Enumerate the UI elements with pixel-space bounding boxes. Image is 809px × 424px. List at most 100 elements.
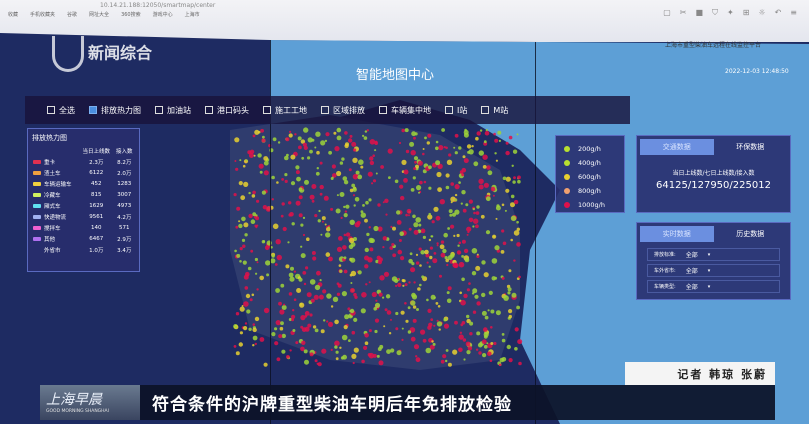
heat-point [342, 354, 347, 360]
heat-point [463, 358, 466, 361]
heat-point [360, 210, 364, 214]
checkbox-icon[interactable] [379, 106, 387, 114]
heat-point [314, 328, 319, 333]
heat-point [270, 258, 276, 264]
heat-point [385, 294, 391, 299]
heat-point [365, 283, 368, 286]
heat-point [495, 159, 498, 162]
filter-checkbox[interactable]: 排放热力图 [89, 105, 141, 116]
bookmark[interactable]: 手机收藏夹 [30, 12, 56, 18]
heat-point [516, 133, 519, 136]
legend-item: 200g/h [564, 142, 616, 156]
filter-checkbox[interactable]: M站 [481, 105, 508, 116]
filter-checkbox[interactable]: 加油站 [155, 105, 191, 116]
tab-traffic-data[interactable]: 交通数据 [640, 139, 714, 155]
checkbox-icon[interactable] [155, 106, 163, 114]
bookmark[interactable]: 上海市 [184, 12, 200, 18]
tab-realtime[interactable]: 实时数据 [640, 226, 714, 242]
filter-checkbox[interactable]: 施工工地 [263, 105, 307, 116]
table-row: 厢式车 1629 4973 [32, 200, 135, 211]
heat-point [373, 307, 378, 311]
checkbox-icon[interactable] [445, 106, 453, 114]
heat-point [284, 179, 288, 183]
heat-point [247, 266, 252, 271]
heat-point [428, 165, 432, 170]
heat-point [357, 174, 363, 180]
menu-icon[interactable]: ≡ [790, 8, 797, 17]
heat-point [518, 361, 522, 366]
heat-point [314, 284, 321, 291]
window-icon[interactable]: ▢ [663, 8, 671, 17]
heat-point [274, 341, 279, 346]
heat-point [456, 233, 460, 238]
heat-point [277, 141, 281, 144]
heat-point [368, 198, 372, 202]
filter-checkbox[interactable]: 车辆集中地 [379, 105, 431, 116]
heat-point [491, 258, 498, 264]
bookmark[interactable]: 谷歌 [67, 12, 78, 18]
heat-point [412, 176, 416, 180]
bookmark[interactable]: 游戏中心 [152, 12, 173, 18]
heat-point [339, 161, 344, 165]
heat-point [301, 340, 306, 345]
heat-point [362, 134, 365, 137]
filter-checkbox[interactable]: 区域排放 [321, 105, 365, 116]
extension-icon[interactable]: ■ [695, 8, 704, 17]
scissors-icon[interactable]: ✂ [679, 8, 687, 17]
heat-point [416, 308, 419, 311]
timestamp: 2022-12-03 12:48:50 [725, 68, 789, 75]
heat-point [368, 329, 372, 333]
heat-point [501, 333, 505, 336]
heat-point [239, 159, 242, 162]
heat-point [336, 194, 339, 197]
realtime-panel: 实时数据 历史数据 排放标准: 全部 ▾ 车外省市: 全部 ▾ 车辆类型: 全部 ▾ [636, 222, 791, 300]
checkbox-icon[interactable] [89, 106, 97, 114]
brightness-icon[interactable]: ☼ [758, 8, 766, 17]
heat-point [458, 261, 465, 268]
game-icon[interactable]: ✦ [727, 8, 734, 17]
filter-checkbox[interactable]: 全选 [47, 105, 75, 116]
heat-point [284, 173, 288, 177]
checkbox-icon[interactable] [205, 106, 213, 114]
heat-point [512, 149, 518, 154]
filter-select[interactable]: 排放标准: 全部 ▾ [647, 248, 780, 261]
heat-point [458, 347, 463, 353]
tab-env-data[interactable]: 环保数据 [736, 143, 765, 151]
checkbox-icon[interactable] [47, 106, 55, 114]
heat-point [516, 305, 520, 310]
heat-point [472, 288, 478, 294]
heat-point [253, 154, 256, 157]
heat-point [314, 214, 318, 218]
heat-point [506, 344, 511, 350]
heat-point [435, 160, 441, 166]
heat-point [466, 350, 471, 355]
heat-point [234, 137, 240, 143]
heat-point [352, 361, 355, 365]
heat-point [445, 146, 448, 150]
bookmark[interactable]: 360搜索 [121, 12, 141, 18]
filter-checkbox[interactable]: I站 [445, 105, 467, 116]
checkbox-icon[interactable] [321, 106, 329, 114]
checkbox-icon[interactable] [481, 106, 490, 114]
filter-select[interactable]: 车外省市: 全部 ▾ [647, 264, 780, 277]
address-bar[interactable]: 10.14.21.188:12050/smartmap/center [100, 2, 216, 9]
heat-point [354, 295, 358, 299]
bookmark[interactable]: 网址大全 [89, 12, 110, 18]
heat-point [280, 283, 285, 288]
bookmark[interactable]: 收藏 [8, 12, 19, 18]
shield-icon[interactable]: ⛉ [712, 8, 719, 17]
heat-point [351, 353, 357, 359]
heat-point [510, 238, 513, 242]
heat-point [420, 329, 426, 335]
heat-point [495, 217, 498, 220]
news-caption-bar: 上海早晨 GOOD MORNING SHANGHAI 符合条件的沪牌重型柴油车明后… [40, 385, 775, 420]
filter-checkbox[interactable]: 港口码头 [205, 105, 249, 116]
heat-point [350, 242, 356, 247]
checkbox-icon[interactable] [263, 106, 271, 114]
undo-icon[interactable]: ↶ [774, 8, 782, 17]
heat-point [298, 213, 303, 218]
heat-point [288, 292, 293, 296]
tab-history[interactable]: 历史数据 [736, 230, 765, 238]
grid-icon[interactable]: ⊞ [742, 8, 750, 17]
filter-select[interactable]: 车辆类型: 全部 ▾ [647, 280, 780, 293]
